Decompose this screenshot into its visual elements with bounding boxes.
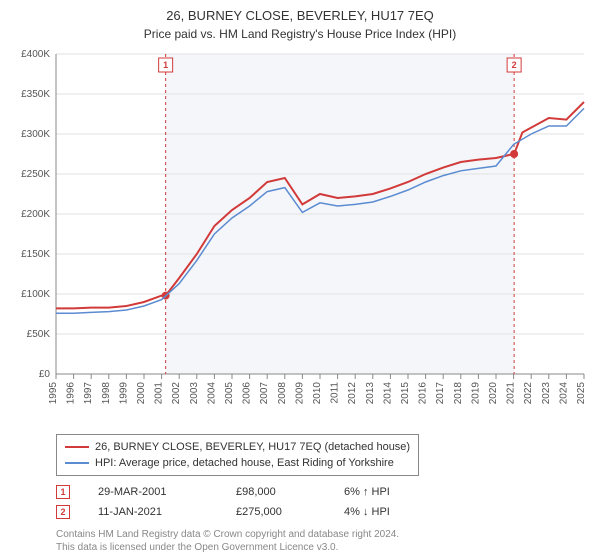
legend-item: 26, BURNEY CLOSE, BEVERLEY, HU17 7EQ (de…: [65, 439, 410, 455]
svg-text:2006: 2006: [242, 382, 253, 405]
table-row: 2 11-JAN-2021 £275,000 4% ↓ HPI: [56, 502, 434, 522]
marker-date: 29-MAR-2001: [98, 482, 208, 502]
svg-text:2003: 2003: [189, 382, 200, 405]
marker-price: £98,000: [236, 482, 316, 502]
svg-text:2004: 2004: [206, 382, 217, 405]
legend-swatch: [65, 462, 89, 464]
svg-text:£50K: £50K: [27, 329, 51, 340]
svg-text:2008: 2008: [277, 382, 288, 405]
chart: £0 £50K £100K £150K £200K £250K £300K £350K £400…: [8, 48, 592, 430]
svg-text:2009: 2009: [294, 382, 305, 405]
svg-text:£100K: £100K: [21, 289, 50, 300]
svg-text:2: 2: [512, 60, 517, 70]
svg-text:2013: 2013: [365, 382, 376, 405]
svg-text:1998: 1998: [101, 382, 112, 405]
svg-text:2005: 2005: [224, 382, 235, 405]
svg-text:2025: 2025: [576, 382, 587, 405]
svg-text:2012: 2012: [347, 382, 358, 405]
footnote-line: Contains HM Land Registry data © Crown c…: [56, 528, 399, 541]
page-subtitle: Price paid vs. HM Land Registry's House …: [0, 23, 600, 47]
svg-text:2002: 2002: [171, 382, 182, 405]
marker-pct: 4% ↓ HPI: [344, 502, 434, 522]
svg-text:£250K: £250K: [21, 169, 50, 180]
svg-text:1996: 1996: [66, 382, 77, 405]
legend-label: 26, BURNEY CLOSE, BEVERLEY, HU17 7EQ (de…: [95, 439, 410, 455]
svg-text:£150K: £150K: [21, 249, 50, 260]
page-title: 26, BURNEY CLOSE, BEVERLEY, HU17 7EQ: [0, 0, 600, 23]
svg-text:2020: 2020: [488, 382, 499, 405]
marker-badge: 2: [56, 505, 70, 519]
marker-price: £275,000: [236, 502, 316, 522]
svg-text:2014: 2014: [382, 382, 393, 405]
legend-item: HPI: Average price, detached house, East…: [65, 455, 410, 471]
svg-text:2001: 2001: [154, 382, 165, 405]
svg-text:£400K: £400K: [21, 49, 50, 60]
legend: 26, BURNEY CLOSE, BEVERLEY, HU17 7EQ (de…: [56, 434, 419, 476]
svg-text:1: 1: [163, 60, 168, 70]
svg-text:£200K: £200K: [21, 209, 50, 220]
svg-text:2019: 2019: [470, 382, 481, 405]
svg-text:£350K: £350K: [21, 89, 50, 100]
svg-text:£300K: £300K: [21, 129, 50, 140]
marker-badge: 1: [56, 485, 70, 499]
svg-text:£0: £0: [39, 369, 51, 380]
svg-text:2010: 2010: [312, 382, 323, 405]
svg-text:2007: 2007: [259, 382, 270, 405]
svg-text:2023: 2023: [541, 382, 552, 405]
svg-text:2021: 2021: [506, 382, 517, 405]
table-row: 1 29-MAR-2001 £98,000 6% ↑ HPI: [56, 482, 434, 502]
marker-date: 11-JAN-2021: [98, 502, 208, 522]
svg-text:2018: 2018: [453, 382, 464, 405]
legend-label: HPI: Average price, detached house, East…: [95, 455, 394, 471]
svg-text:1997: 1997: [83, 382, 94, 405]
marker-table: 1 29-MAR-2001 £98,000 6% ↑ HPI 2 11-JAN-…: [56, 482, 434, 522]
svg-text:2015: 2015: [400, 382, 411, 405]
svg-text:2017: 2017: [435, 382, 446, 405]
footnote: Contains HM Land Registry data © Crown c…: [56, 528, 399, 554]
svg-text:2024: 2024: [558, 382, 569, 405]
svg-text:1999: 1999: [118, 382, 129, 405]
svg-text:1995: 1995: [48, 382, 59, 405]
legend-swatch: [65, 446, 89, 448]
footnote-line: This data is licensed under the Open Gov…: [56, 541, 399, 554]
svg-text:2011: 2011: [330, 382, 341, 404]
svg-text:2022: 2022: [523, 382, 534, 405]
marker-pct: 6% ↑ HPI: [344, 482, 434, 502]
svg-text:2016: 2016: [418, 382, 429, 405]
svg-text:2000: 2000: [136, 382, 147, 405]
